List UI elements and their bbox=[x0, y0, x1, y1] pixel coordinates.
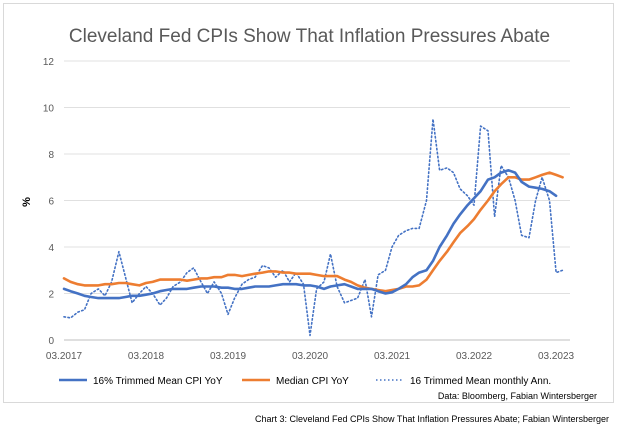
x-tick-label: 03.2017 bbox=[46, 351, 83, 362]
legend-label-2: Median CPI YoY bbox=[276, 376, 349, 387]
x-tick-label: 03.2021 bbox=[374, 351, 411, 362]
grid-layer bbox=[64, 60, 570, 341]
x-tick-label: 03.2022 bbox=[456, 351, 493, 362]
legend: 16% Trimmed Mean CPI YoY Median CPI YoY 16… bbox=[59, 376, 551, 387]
y-axis: 0 2 4 6 8 10 12 bbox=[43, 57, 55, 347]
y-tick-label: 12 bbox=[43, 57, 55, 68]
x-tick-label: 03.2023 bbox=[538, 351, 575, 362]
legend-label-1: 16% Trimmed Mean CPI YoY bbox=[93, 376, 223, 387]
series-line-1 bbox=[62, 169, 558, 300]
source-note: Data: Bloomberg, Fabian Wintersberger bbox=[437, 391, 597, 401]
x-tick-label: 03.2019 bbox=[210, 351, 247, 362]
y-axis-label: % bbox=[21, 197, 33, 207]
y-tick-label: 0 bbox=[48, 336, 54, 347]
y-tick-label: 10 bbox=[43, 104, 55, 115]
x-tick-label: 03.2020 bbox=[292, 351, 329, 362]
series-line-2 bbox=[62, 171, 564, 293]
chart-title: Cleveland Fed CPIs Show That Inflation P… bbox=[68, 26, 551, 47]
y-tick-label: 2 bbox=[48, 290, 54, 301]
series-layer bbox=[62, 118, 564, 337]
y-tick-label: 8 bbox=[48, 150, 54, 161]
y-tick-label: 4 bbox=[48, 243, 54, 254]
figure-caption: Chart 3: Cleveland Fed CPIs Show That In… bbox=[254, 414, 609, 424]
series-line-3 bbox=[63, 118, 564, 337]
y-tick-label: 6 bbox=[48, 197, 54, 208]
chart-frame: Cleveland Fed CPIs Show That Inflation P… bbox=[3, 3, 614, 403]
x-axis: 03.2017 03.2018 03.2019 03.2020 03.2021 03.20… bbox=[46, 351, 575, 362]
legend-label-3: 16 Trimmed Mean monthly Ann. bbox=[410, 376, 551, 387]
x-tick-label: 03.2018 bbox=[128, 351, 165, 362]
